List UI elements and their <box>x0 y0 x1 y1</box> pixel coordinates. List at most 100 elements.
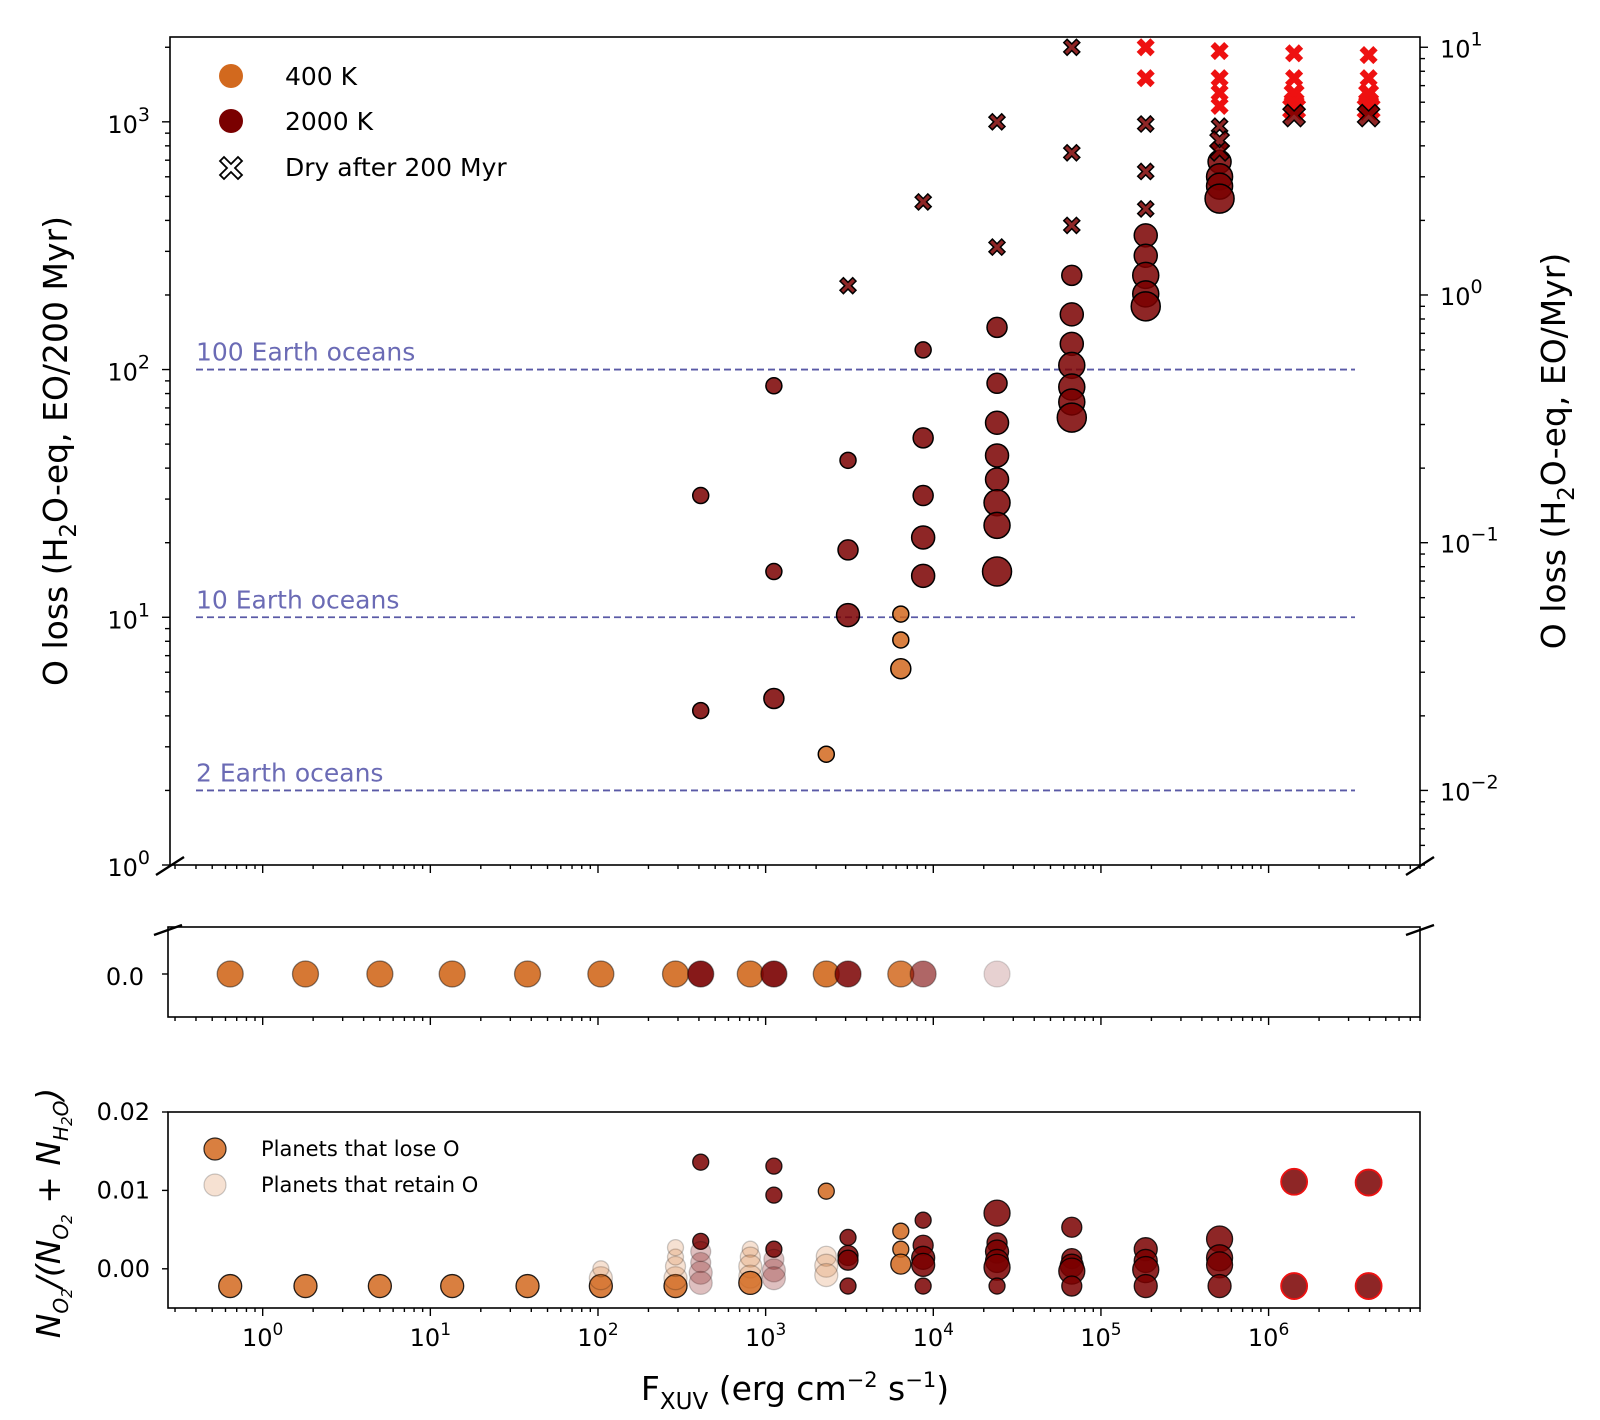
bottom-data-point <box>911 1252 936 1278</box>
dry-marker <box>1359 46 1378 65</box>
bottom-data-point <box>1061 1275 1083 1297</box>
bottom-data-point <box>666 1248 685 1266</box>
dry-marker <box>1062 38 1081 57</box>
dry-marker <box>838 276 858 295</box>
middle-scatter <box>216 960 1011 988</box>
bottom-data-point <box>983 1199 1011 1227</box>
dry-marker <box>1359 69 1378 88</box>
middle-x-ticks <box>174 1017 1421 1025</box>
data-point-2000k <box>912 427 934 449</box>
bottom-data-point <box>765 1240 783 1258</box>
bottom-data-point <box>666 1238 685 1257</box>
bottom-data-point <box>741 1240 759 1258</box>
dry-marker <box>1285 69 1304 88</box>
bottom-data-point <box>663 1266 688 1291</box>
bottom-data-point <box>592 1260 610 1278</box>
break-mark-mid-right <box>1405 923 1435 937</box>
bottom-data-point <box>890 1253 912 1275</box>
data-point-400k <box>817 745 836 763</box>
break-mark-top-right <box>1405 855 1435 877</box>
data-point-2000k <box>763 687 785 710</box>
bottom-data-point <box>515 1273 540 1299</box>
bottom-data-point <box>765 1157 783 1175</box>
middle-data-point <box>687 960 715 988</box>
legend-lose-label: Planets that lose O <box>261 1137 460 1161</box>
bottom-legend: Planets that lose O Planets that retain … <box>203 1137 478 1197</box>
hline-label-100: 100 Earth oceans <box>196 338 415 367</box>
bottom-data-point <box>690 1251 712 1274</box>
bottom-data-point <box>988 1277 1006 1295</box>
data-point-2000k <box>910 525 936 550</box>
dry-marker <box>1136 199 1155 218</box>
data-point-2000k <box>839 451 857 470</box>
data-point-2000k <box>1130 291 1161 322</box>
legend-2000k-label: 2000 K <box>285 107 374 136</box>
data-point-2000k <box>912 484 934 507</box>
data-point-2000k <box>765 562 783 581</box>
break-mark-mid-left <box>153 923 183 937</box>
dry-marker <box>1210 117 1229 136</box>
legend-2000k-marker <box>219 109 243 133</box>
x-tick-label: 103 <box>745 1320 786 1352</box>
bottom-data-point <box>817 1182 835 1200</box>
dry-marker <box>1062 216 1081 235</box>
middle-data-point <box>760 960 788 988</box>
dry-marker <box>1210 42 1229 61</box>
data-point-2000k <box>837 539 859 561</box>
bottom-data-point <box>688 1260 713 1285</box>
data-point-2000k <box>986 316 1008 339</box>
bottom-data-point <box>738 1270 763 1296</box>
x-tick-label: 105 <box>1080 1320 1121 1352</box>
bottom-data-point <box>1133 1273 1158 1299</box>
bottom-y-ticks: 0.00 0.01 0.02 <box>97 1098 168 1283</box>
top-ylabel: O loss (H2O-eq, EO/200 Myr) <box>36 216 82 686</box>
data-point-2000k <box>1133 223 1158 248</box>
dry-marker <box>1210 69 1229 88</box>
data-point-2000k <box>1056 402 1088 433</box>
top-right-ylabel: O loss (H2O-eq, EO/Myr) <box>1534 253 1580 649</box>
data-point-2000k <box>986 372 1008 395</box>
data-point-400k <box>892 631 910 649</box>
bottom-data-point <box>815 1245 837 1267</box>
bottom-y-tick-label: 0.02 <box>97 1098 150 1126</box>
dry-marker <box>987 112 1007 131</box>
bottom-y-tick-label: 0.00 <box>97 1255 150 1283</box>
legend-retain-label: Planets that retain O <box>261 1173 478 1197</box>
dry-marker <box>1209 140 1231 162</box>
hline-label-2: 2 Earth oceans <box>196 758 383 787</box>
dry-marker <box>1136 114 1155 134</box>
data-point-400k <box>892 605 910 623</box>
bottom-data-point <box>664 1255 687 1278</box>
top-panel: 100 Earth oceans 10 Earth oceans 2 Earth… <box>36 28 1580 882</box>
bottom-data-point <box>765 1186 783 1204</box>
data-point-2000k <box>984 410 1010 435</box>
bottom-data-point <box>739 1246 761 1268</box>
bottom-data-point <box>692 1153 710 1171</box>
bottom-data-point <box>839 1228 857 1247</box>
bottom-scatter <box>218 1153 1383 1300</box>
data-point-2000k <box>984 467 1010 492</box>
dry-markers <box>838 38 1381 295</box>
bottom-data-point <box>588 1273 613 1299</box>
bottom-data-point <box>892 1222 910 1240</box>
bottom-data-point <box>1354 1168 1383 1197</box>
bottom-data-point <box>814 1262 839 1288</box>
dry-marker <box>1210 96 1229 115</box>
middle-data-point <box>909 960 937 988</box>
bottom-data-point <box>761 1258 787 1283</box>
data-point-2000k <box>835 602 861 628</box>
legend-400k-marker <box>219 64 243 88</box>
data-point-2000k <box>914 341 932 359</box>
bottom-panel: 0.00 0.01 0.02 100 101 102 103 104 105 106 Plane… <box>29 1088 1421 1352</box>
dry-marker <box>1136 69 1155 88</box>
middle-y-tick-label: 0.0 <box>106 963 144 991</box>
bottom-data-point <box>690 1240 712 1263</box>
data-point-2000k <box>1204 183 1235 214</box>
hline-label-10: 10 Earth oceans <box>196 585 399 614</box>
dry-marker <box>1282 103 1307 128</box>
bottom-data-point <box>367 1273 393 1299</box>
legend-lose-marker <box>203 1137 227 1161</box>
middle-panel-frame <box>167 926 1421 1018</box>
